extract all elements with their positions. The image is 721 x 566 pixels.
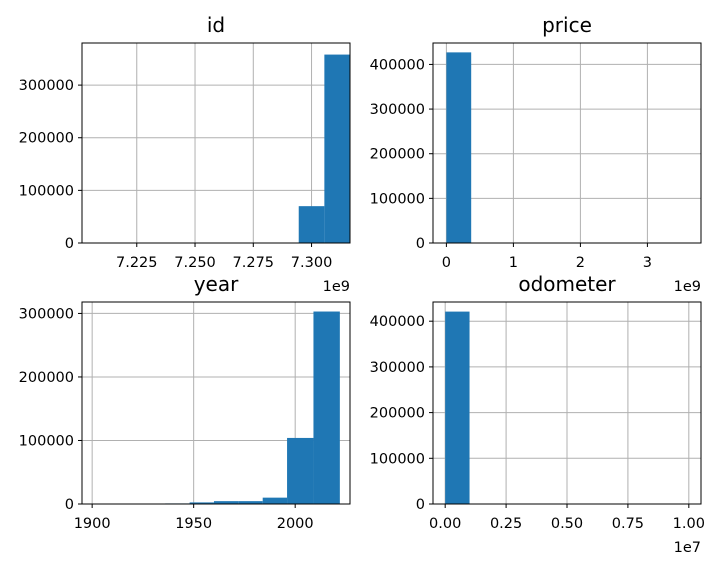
subplot-price: 0 1 2 3 0 100000 200000 300000 400000 price 1e9 (370, 13, 702, 295)
y-tick-label: 300000 (370, 102, 425, 118)
y-tick-label: 200000 (19, 131, 74, 147)
y-tick-label: 400000 (370, 314, 425, 330)
y-tick-label: 200000 (370, 147, 425, 163)
x-tick-label: 1.00 (673, 516, 705, 532)
x-tick-label: 0.25 (490, 516, 522, 532)
histogram-bar (238, 501, 263, 504)
x-tick-label: 7.300 (291, 255, 333, 271)
y-tick-label: 0 (65, 236, 74, 252)
subplot-title: odometer (518, 272, 616, 296)
subplot-title: id (207, 13, 225, 37)
histogram-bar (298, 206, 325, 243)
subplot-year: 1900 1950 2000 0 100000 200000 300000 year (19, 272, 351, 532)
x-offset-label: 1e9 (674, 279, 701, 295)
x-tick-label: 7.275 (233, 255, 275, 271)
x-offset-label: 1e9 (323, 279, 350, 295)
x-tick-label: 3 (643, 255, 652, 271)
histogram-bar (324, 54, 350, 243)
histogram-bar (213, 501, 239, 504)
x-offset-label: 1e7 (674, 540, 701, 556)
x-tick-label: 0.00 (429, 516, 461, 532)
y-tick-label: 0 (416, 236, 425, 252)
plot-frame (432, 42, 702, 244)
histogram-bar (313, 311, 340, 504)
subplot-title: price (542, 13, 592, 37)
x-tick-label: 0 (442, 255, 451, 271)
subplot-title: year (194, 272, 239, 296)
y-tick-label: 100000 (370, 451, 425, 467)
subplot-id: 7.225 7.250 7.275 7.300 0 100000 200000 300000 i… (19, 13, 351, 295)
y-tick-label: 400000 (370, 57, 425, 73)
y-tick-label: 100000 (19, 433, 74, 449)
histogram-bar (445, 311, 470, 504)
x-tick-label: 7.225 (116, 255, 158, 271)
x-tick-label: 1950 (175, 516, 212, 532)
x-tick-label: 2000 (277, 516, 314, 532)
histogram-bar (287, 437, 314, 504)
y-tick-label: 0 (416, 497, 425, 513)
histogram-bar (189, 502, 214, 504)
y-tick-label: 300000 (19, 306, 74, 322)
histogram-bar (262, 497, 288, 504)
plot-frame (81, 42, 351, 244)
y-tick-label: 200000 (19, 370, 74, 386)
y-tick-label: 200000 (370, 406, 425, 422)
y-tick-label: 100000 (370, 191, 425, 207)
y-tick-label: 100000 (19, 183, 74, 199)
x-tick-label: 0.50 (551, 516, 583, 532)
histogram-bar (446, 52, 472, 243)
subplot-odometer: 0.00 0.25 0.50 0.75 1.00 0 100000 200000 300000 4… (370, 272, 705, 556)
x-tick-label: 7.250 (174, 255, 216, 271)
x-tick-label: 1 (509, 255, 518, 271)
y-tick-label: 300000 (19, 78, 74, 94)
x-tick-label: 2 (576, 255, 585, 271)
x-tick-label: 0.75 (612, 516, 644, 532)
x-tick-label: 1900 (74, 516, 111, 532)
y-tick-label: 300000 (370, 360, 425, 376)
plot-frame (81, 301, 351, 505)
y-tick-label: 0 (65, 497, 74, 513)
